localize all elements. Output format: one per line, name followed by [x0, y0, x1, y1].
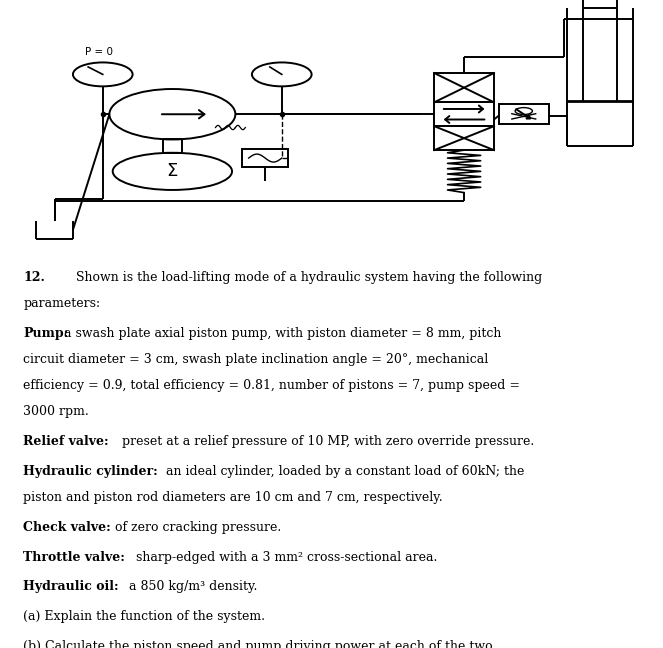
Bar — [434, 126, 494, 150]
Text: (a) Explain the function of the system.: (a) Explain the function of the system. — [23, 610, 265, 623]
Text: an ideal cylinder, loaded by a constant load of 60kN; the: an ideal cylinder, loaded by a constant … — [162, 465, 524, 478]
Text: Hydraulic cylinder:: Hydraulic cylinder: — [23, 465, 158, 478]
Text: preset at a relief pressure of 10 MP, with zero override pressure.: preset at a relief pressure of 10 MP, wi… — [118, 435, 534, 448]
Text: 3000 rpm.: 3000 rpm. — [23, 405, 89, 418]
Text: of zero cracking pressure.: of zero cracking pressure. — [111, 521, 281, 534]
Text: a 850 kg/m³ density.: a 850 kg/m³ density. — [125, 581, 257, 594]
Bar — [434, 102, 494, 126]
Text: Hydraulic oil:: Hydraulic oil: — [23, 581, 119, 594]
Text: efficiency = 0.9, total efficiency = 0.81, number of pistons = 7, pump speed =: efficiency = 0.9, total efficiency = 0.8… — [23, 379, 520, 392]
Text: Throttle valve:: Throttle valve: — [23, 551, 125, 564]
Text: sharp-edged with a 3 mm² cross-sectional area.: sharp-edged with a 3 mm² cross-sectional… — [133, 551, 438, 564]
Text: Pump:: Pump: — [23, 327, 68, 340]
Text: parameters:: parameters: — [23, 297, 100, 310]
Bar — [242, 149, 288, 167]
Bar — [499, 104, 548, 124]
Text: piston and piston rod diameters are 10 cm and 7 cm, respectively.: piston and piston rod diameters are 10 c… — [23, 491, 443, 504]
Text: P = 0: P = 0 — [86, 47, 113, 57]
Text: circuit diameter = 3 cm, swash plate inclination angle = 20°, mechanical: circuit diameter = 3 cm, swash plate inc… — [23, 353, 489, 366]
Text: 12.: 12. — [23, 272, 45, 284]
Text: Check valve:: Check valve: — [23, 521, 111, 534]
Text: $\Sigma$: $\Sigma$ — [166, 163, 178, 180]
Text: (b) Calculate the piston speed and pump driving power at each of the two: (b) Calculate the piston speed and pump … — [23, 640, 493, 648]
Bar — [434, 73, 494, 102]
Text: a swash plate axial piston pump, with piston diameter = 8 mm, pitch: a swash plate axial piston pump, with pi… — [60, 327, 501, 340]
Text: Relief valve:: Relief valve: — [23, 435, 109, 448]
Text: Shown is the load-lifting mode of a hydraulic system having the following: Shown is the load-lifting mode of a hydr… — [68, 272, 542, 284]
